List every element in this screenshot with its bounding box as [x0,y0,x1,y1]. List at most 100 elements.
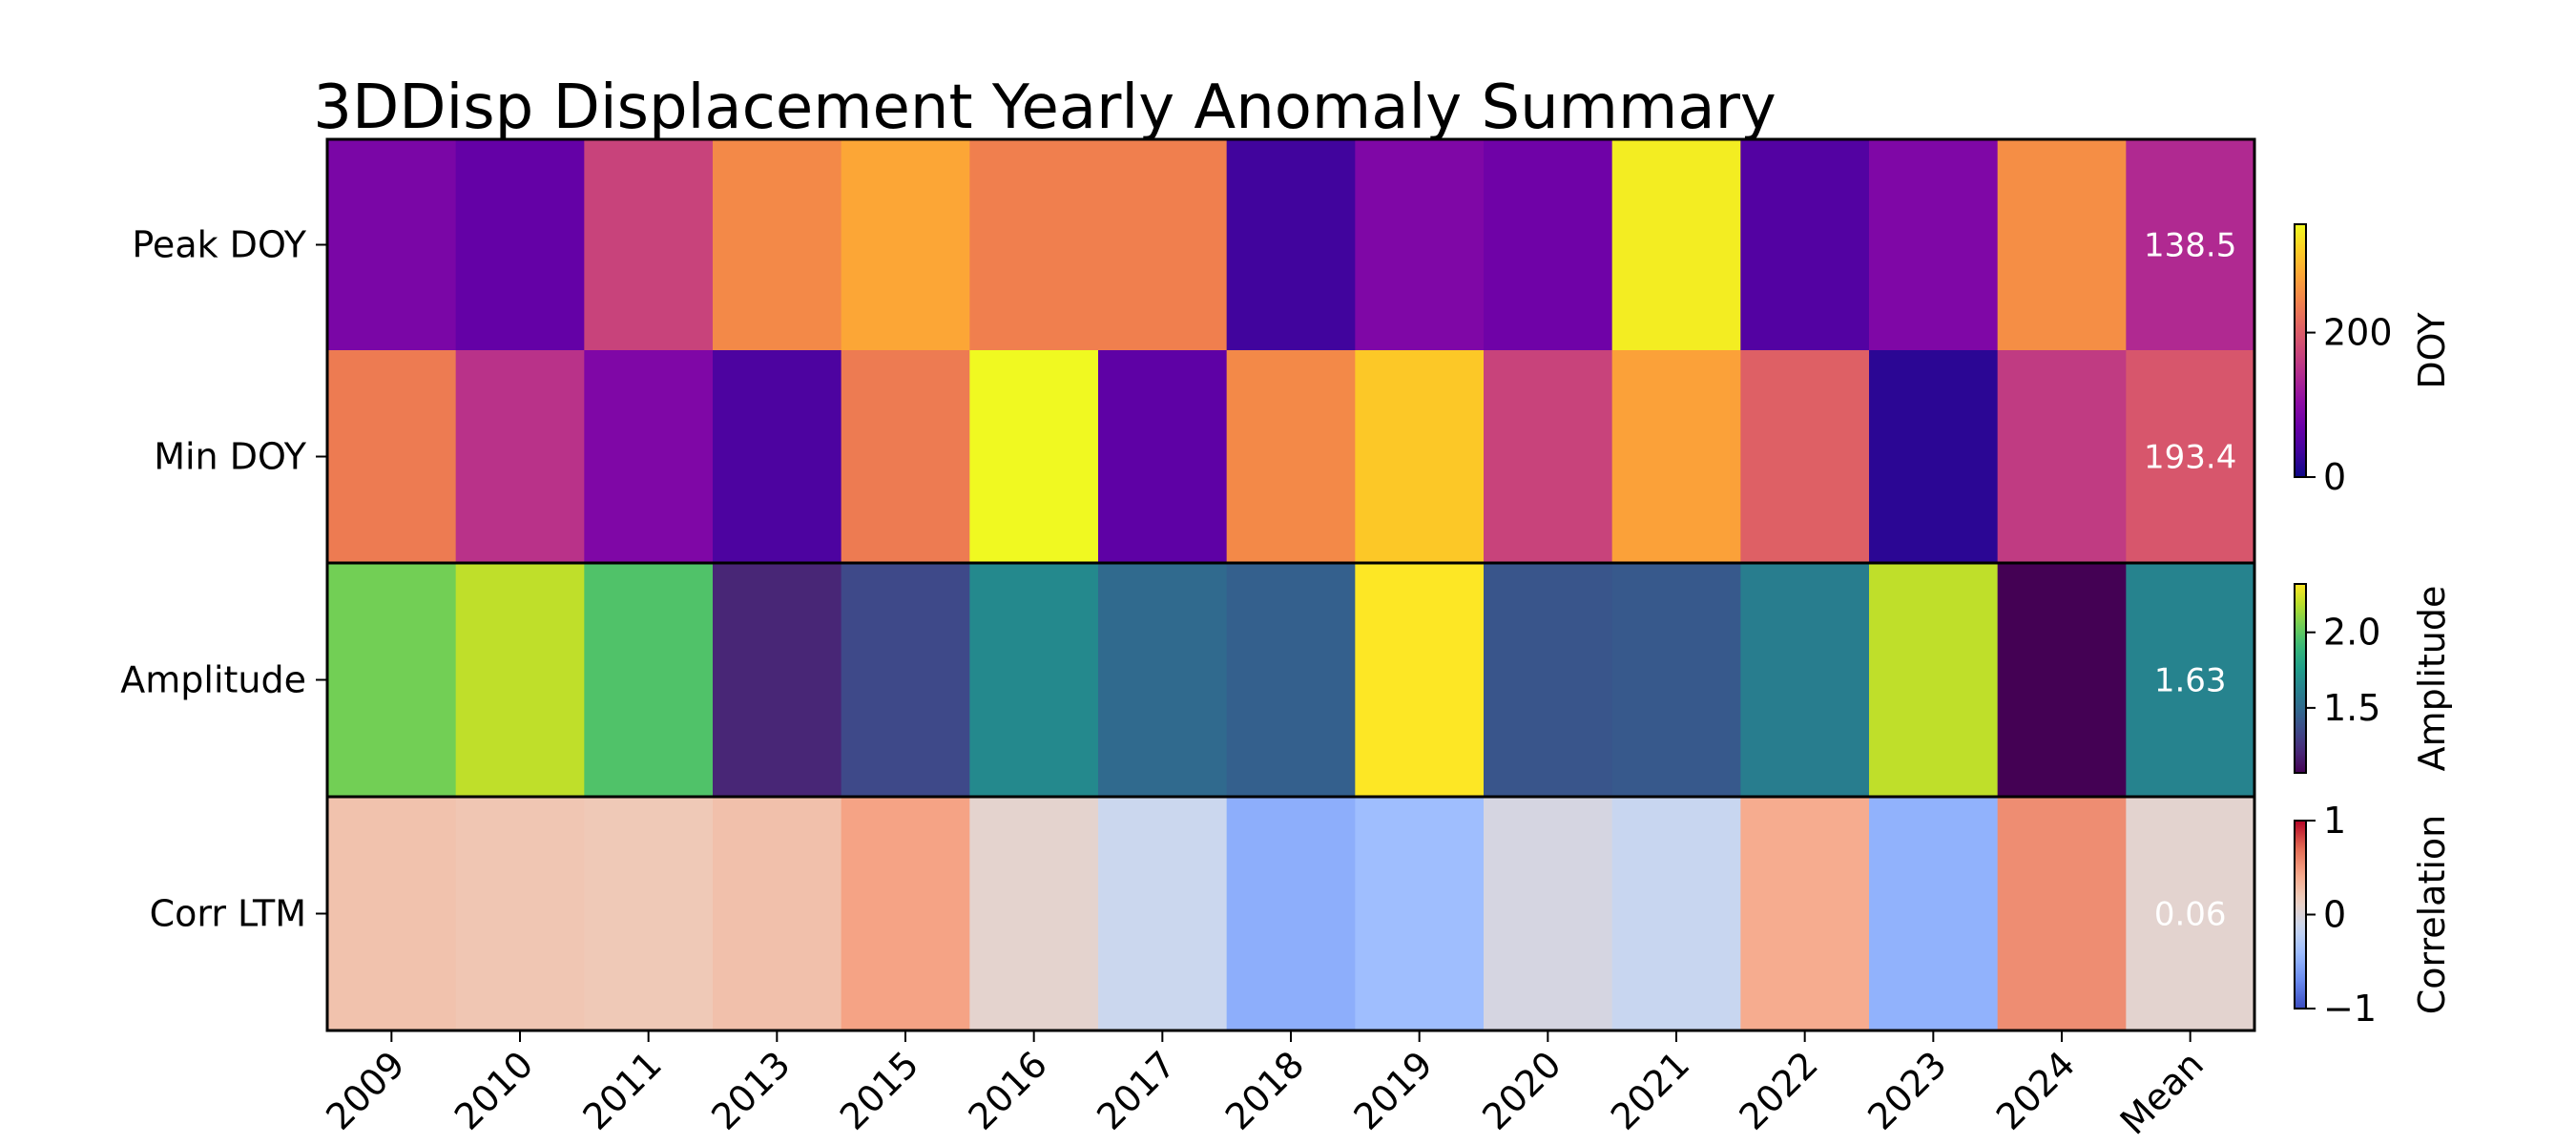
column-labels: 2009 2010 2011 2013 2015 2016 2017 2018 2019 2020… [318,1030,2212,1143]
colorbar-tick-label: 0 [2323,456,2346,498]
heatmap-cell [713,139,842,350]
heatmap-cell [1484,563,1613,797]
column-label: 2010 [447,1043,542,1138]
heatmap-cell [841,350,970,563]
heatmap-cell [1611,139,1741,350]
colorbar-tick-label: 200 [2323,312,2393,354]
column-label: 2023 [1859,1043,1955,1138]
column-label: 2021 [1603,1043,1698,1138]
column-label: 2013 [703,1043,799,1138]
heatmap-cell [1355,350,1485,563]
colorbar [2294,820,2307,1010]
heatmap-cell [327,563,457,797]
heatmap-cell [1355,139,1485,350]
heatmap-cell [1869,350,1999,563]
heatmap-cell [713,350,842,563]
row-label: Min DOY [154,436,307,478]
heatmap-cell [713,563,842,797]
heatmap-cell [1740,797,1870,1030]
heatmap-cell [1484,139,1613,350]
colorbars: 0 200 DOY 1.5 2.0 Amplitude −1 0 1 Correlation [2294,223,2453,1030]
column-label: 2019 [1346,1043,1442,1138]
heatmap-cell [969,350,1099,563]
column-label: 2009 [318,1043,413,1138]
heatmap-cell [1484,350,1613,563]
colorbar-tick-label: 1 [2323,800,2346,842]
heatmap-cells: 138.5 193.4 1.63 0.06 [327,139,2255,1030]
heatmap-cell [327,797,457,1030]
heatmap-cell [327,139,457,350]
heatmap-cell [1740,139,1870,350]
column-label: 2011 [575,1043,671,1138]
heatmap-cell [969,139,1099,350]
heatmap-cell [1997,350,2127,563]
heatmap-cell [584,139,714,350]
colorbar-tick-label: 0 [2323,894,2346,936]
heatmap-cell [2126,139,2255,350]
heatmap-cell [1611,797,1741,1030]
heatmap-cell [1740,350,1870,563]
colorbar-label: Correlation [2411,815,2453,1015]
colorbar-label: Amplitude [2411,586,2453,772]
heatmap-cell [2126,797,2255,1030]
heatmap-cell [1226,563,1356,797]
row-labels: Peak DOY Min DOY Amplitude Corr LTM [120,224,327,935]
heatmap-cell [584,563,714,797]
heatmap-cell [327,350,457,563]
heatmap-cell [713,797,842,1030]
heatmap-cell [1997,563,2127,797]
column-label: Mean [2112,1043,2212,1142]
heatmap-cell [2126,563,2255,797]
heatmap-cell [1997,139,2127,350]
heatmap-cell [969,563,1099,797]
column-label: 2020 [1474,1043,1569,1138]
heatmap-cell [1226,350,1356,563]
colorbar [2294,223,2307,478]
row-label: Peak DOY [132,224,306,266]
chart-title: 3DDisp Displacement Yearly Anomaly Summa… [313,73,1776,143]
heatmap-cell [1740,563,1870,797]
mean-value-label: 138.5 [2144,227,2236,265]
heatmap-cell [2126,350,2255,563]
mean-value-label: 1.63 [2154,662,2227,700]
heatmap-cell [584,797,714,1030]
mean-value-label: 0.06 [2154,896,2227,934]
heatmap-cell [1355,797,1485,1030]
heatmap-cell [1226,139,1356,350]
column-label: 2018 [1217,1043,1313,1138]
colorbar [2294,583,2307,774]
heatmap-cell [455,563,585,797]
colorbar-tick-label: 2.0 [2323,612,2380,654]
row-label: Amplitude [120,659,306,701]
heatmap-cell [1484,797,1613,1030]
heatmap-cell [841,797,970,1030]
column-label: 2016 [961,1043,1056,1138]
heatmap-cell [455,139,585,350]
heatmap-cell [455,797,585,1030]
heatmap-cell [1355,563,1485,797]
heatmap-cell [1226,797,1356,1030]
mean-value-label: 193.4 [2144,439,2236,477]
column-label: 2015 [832,1043,927,1138]
column-label: 2024 [1988,1043,2084,1138]
heatmap-cell [841,563,970,797]
heatmap-cell [1098,139,1228,350]
heatmap-cell [1869,139,1999,350]
colorbar-tick-label: −1 [2323,988,2377,1030]
column-label: 2017 [1089,1043,1184,1138]
column-label: 2022 [1732,1043,1827,1138]
heatmap-cell [1869,563,1999,797]
heatmap-cell [1098,350,1228,563]
heatmap-cell [584,350,714,563]
heatmap-cell [1611,350,1741,563]
heatmap-cell [1098,563,1228,797]
row-label: Corr LTM [150,893,306,935]
colorbar-label: DOY [2411,312,2453,389]
heatmap-cell [841,139,970,350]
colorbar-tick-label: 1.5 [2323,687,2380,729]
heatmap-cell [969,797,1099,1030]
heatmap-cell [1611,563,1741,797]
heatmap-cell [1098,797,1228,1030]
heatmap-cell [1869,797,1999,1030]
